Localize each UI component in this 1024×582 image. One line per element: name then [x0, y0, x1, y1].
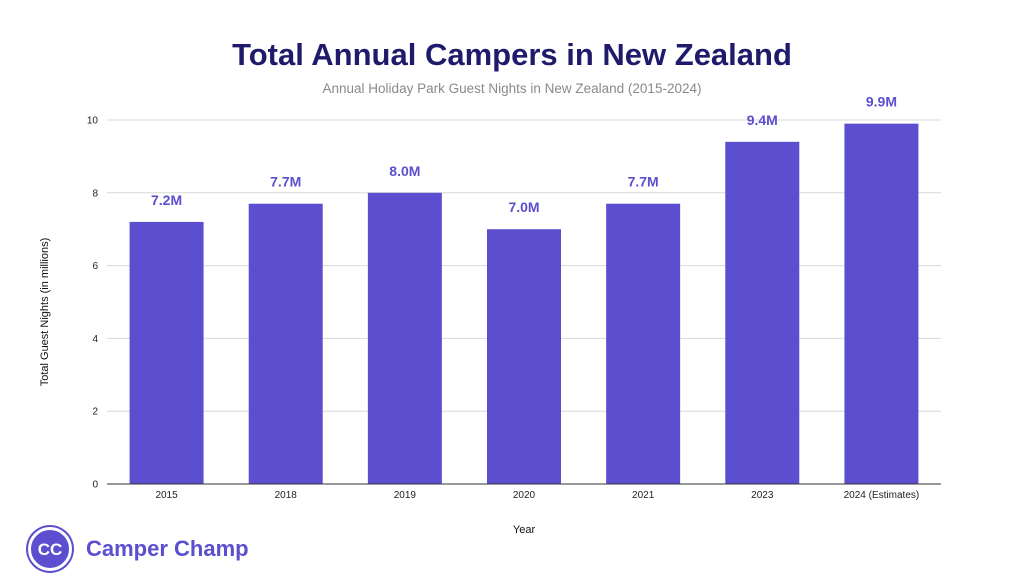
y-tick-label: 2 — [92, 407, 98, 418]
x-axis-title: Year — [513, 524, 536, 536]
bar-2020 — [487, 229, 561, 484]
y-axis-title: Total Guest Nights (in millions) — [39, 238, 51, 387]
data-label: 7.0M — [508, 199, 539, 215]
brand-name: Camper Champ — [86, 536, 249, 561]
bar-2019 — [367, 192, 442, 485]
x-tick-label: 2020 — [513, 490, 536, 501]
data-label: 7.2M — [151, 192, 182, 208]
bar-2015 — [129, 221, 204, 485]
brand-logo: CC Camper Champ — [28, 527, 249, 571]
bar-2018 — [248, 203, 323, 484]
y-tick-label: 8 — [92, 188, 98, 199]
y-axis-ticks: 0 2 4 6 8 10 — [87, 116, 99, 491]
bar-2021 — [606, 203, 681, 484]
bars — [129, 123, 919, 485]
bar-2023 — [725, 141, 800, 484]
y-tick-label: 4 — [92, 334, 98, 345]
x-tick-label: 2015 — [155, 490, 178, 501]
data-label: 7.7M — [270, 174, 301, 190]
data-labels: 7.2M 7.7M 8.0M 7.0M 7.7M 9.4M 9.9M — [151, 94, 897, 216]
x-tick-label: 2018 — [275, 490, 298, 501]
x-tick-label: 2021 — [632, 490, 655, 501]
x-tick-label: 2019 — [394, 490, 417, 501]
data-label: 8.0M — [389, 163, 420, 179]
x-tick-label: 2024 (Estimates) — [844, 490, 920, 501]
x-axis-ticks: 2015 2018 2019 2020 2021 2023 2024 (Estimates) — [155, 490, 919, 501]
data-label: 7.7M — [628, 174, 659, 190]
x-tick-label: 2023 — [751, 490, 774, 501]
y-tick-label: 10 — [87, 116, 99, 127]
y-tick-label: 6 — [92, 261, 98, 272]
logo-letters: CC — [38, 540, 63, 559]
chart-subtitle: Annual Holiday Park Guest Nights in New … — [322, 81, 702, 96]
data-label: 9.4M — [747, 112, 778, 128]
y-tick-label: 0 — [92, 480, 98, 491]
data-label: 9.9M — [866, 94, 897, 110]
camper-champ-logo-icon: CC — [28, 527, 72, 571]
chart-title: Total Annual Campers in New Zealand — [232, 37, 792, 72]
bar-2024 — [844, 123, 919, 484]
